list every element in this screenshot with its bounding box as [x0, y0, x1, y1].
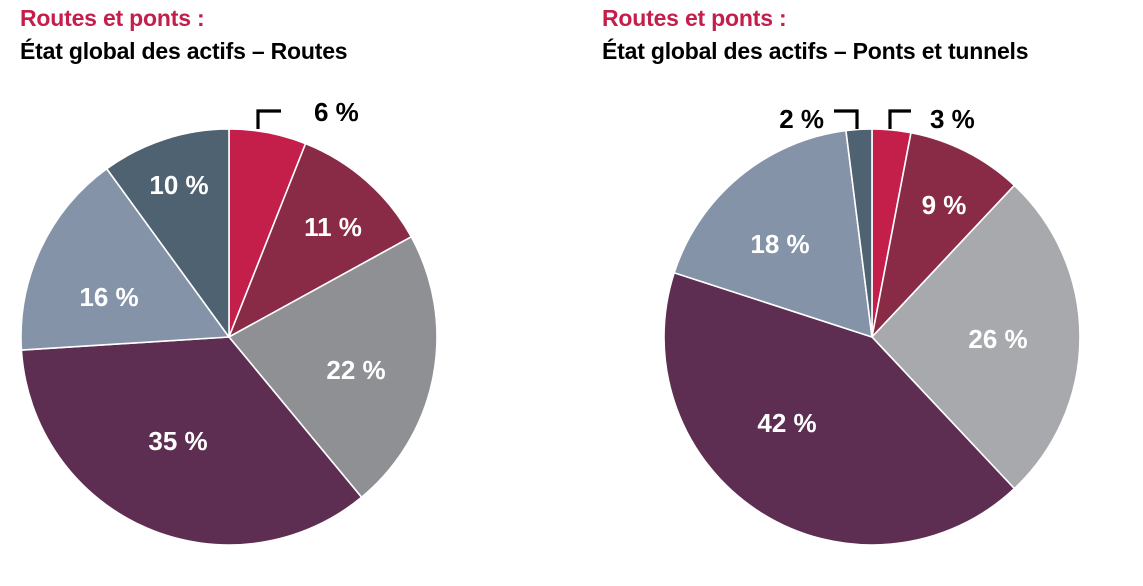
slice-label: 2 % [779, 104, 824, 134]
pie-slice [663, 271, 1016, 546]
pie-slice [871, 131, 1016, 338]
slice-label: 18 % [750, 229, 809, 259]
chart-routes: Routes et ponts : État global des actifs… [20, 0, 580, 586]
slice-label: 3 % [930, 104, 975, 134]
callout-leader-line [834, 109, 859, 129]
pie-slice [105, 128, 230, 338]
slice-label: 16 % [79, 282, 138, 312]
pie-slice [871, 184, 1081, 490]
chart-title: État global des actifs – Routes [20, 38, 348, 64]
chart-kicker: Routes et ponts : [602, 5, 787, 31]
pie-slice [20, 336, 363, 546]
chart-title: État global des actifs – Ponts et tunnel… [602, 38, 1029, 64]
slice-label: 26 % [968, 324, 1027, 354]
slice-label: 6 % [314, 97, 359, 127]
pie-slice [228, 142, 413, 338]
pie-slice [228, 236, 438, 499]
slice-label: 11 % [304, 212, 362, 242]
slice-label: 35 % [148, 426, 207, 456]
pie-slice [20, 167, 230, 351]
callout-leader-line [888, 109, 911, 129]
slice-label: 9 % [922, 190, 967, 220]
slice-label: 42 % [757, 408, 816, 438]
slice-label: 22 % [326, 355, 385, 385]
pie-slice [845, 128, 873, 338]
chart-kicker: Routes et ponts : [20, 5, 205, 31]
callout-leader-line [256, 109, 281, 129]
pie-slice [673, 129, 873, 338]
slice-label: 10 % [149, 170, 208, 200]
chart-ponts-tunnels: Routes et ponts : État global des actifs… [602, 0, 1143, 586]
